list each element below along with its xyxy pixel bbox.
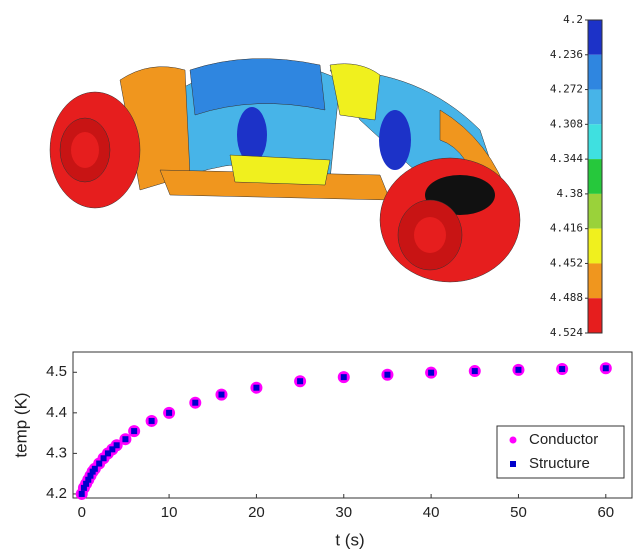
x-tick-label: 30 (335, 504, 352, 521)
colorbar-tick-label: 4.272 (550, 83, 583, 96)
point (341, 374, 347, 380)
colorbar-tick-label: 4.452 (550, 256, 583, 269)
figure: 4.2 4.236 4.272 4.308 4.344 4.38 4.416 4.452 4.4… (0, 0, 640, 553)
legend-marker (510, 461, 516, 467)
legend-label: Conductor (529, 431, 598, 448)
point (603, 365, 609, 371)
point (472, 368, 478, 374)
point (92, 466, 98, 472)
colorbar-band (588, 124, 602, 159)
colorbar-tick-label: 4.38 (557, 187, 584, 200)
point (79, 491, 85, 497)
point (515, 367, 521, 373)
point (218, 392, 224, 398)
y-tick-label: 4.3 (46, 444, 67, 461)
colorbar-tick-label: 4.344 (550, 152, 583, 165)
y-tick-label: 4.2 (46, 485, 67, 502)
colorbar-band (588, 20, 602, 55)
colorbar-tick-label: 4.308 (550, 117, 583, 130)
colorbar-band (588, 194, 602, 229)
point (297, 378, 303, 384)
point (192, 400, 198, 406)
x-tick-label: 50 (510, 504, 527, 521)
colorbar-band (588, 55, 602, 90)
point (114, 442, 120, 448)
magnet-render (50, 59, 520, 282)
point (96, 461, 102, 467)
colorbar-band (588, 229, 602, 264)
colorbar-tick-label: 4.416 (550, 222, 583, 235)
x-tick-label: 10 (161, 504, 178, 521)
colorbar: 4.2 4.236 4.272 4.308 4.344 4.38 4.416 4.452 4.4… (550, 13, 602, 339)
colorbar-band (588, 159, 602, 194)
x-tick-label: 40 (423, 504, 440, 521)
colorbar-tick-label: 4.2 (563, 13, 583, 26)
y-axis-label: temp (K) (11, 392, 30, 457)
point (428, 370, 434, 376)
x-tick-label: 20 (248, 504, 265, 521)
plot: t (s) temp (K) 0 10 20 30 40 50 60 4.2 4.3 4.4 4.5… (11, 352, 632, 549)
point (253, 385, 259, 391)
point (149, 418, 155, 424)
y-tick-label: 4.5 (46, 363, 67, 380)
point (384, 372, 390, 378)
point (559, 366, 565, 372)
colorbar-tick-label: 4.488 (550, 291, 583, 304)
x-tick-label: 0 (78, 504, 86, 521)
point (122, 436, 128, 442)
colorbar-tick-label: 4.524 (550, 326, 583, 339)
colorbar-band (588, 298, 602, 333)
colorbar-tick-label: 4.236 (550, 48, 583, 61)
x-axis-label: t (s) (335, 530, 364, 549)
y-tick-label: 4.4 (46, 404, 67, 421)
x-tick-label: 60 (597, 504, 614, 521)
point (166, 410, 172, 416)
colorbar-band (588, 263, 602, 298)
colorbar-band (588, 90, 602, 125)
point (131, 428, 137, 434)
legend-label: Structure (529, 455, 590, 472)
legend-marker (510, 437, 517, 444)
